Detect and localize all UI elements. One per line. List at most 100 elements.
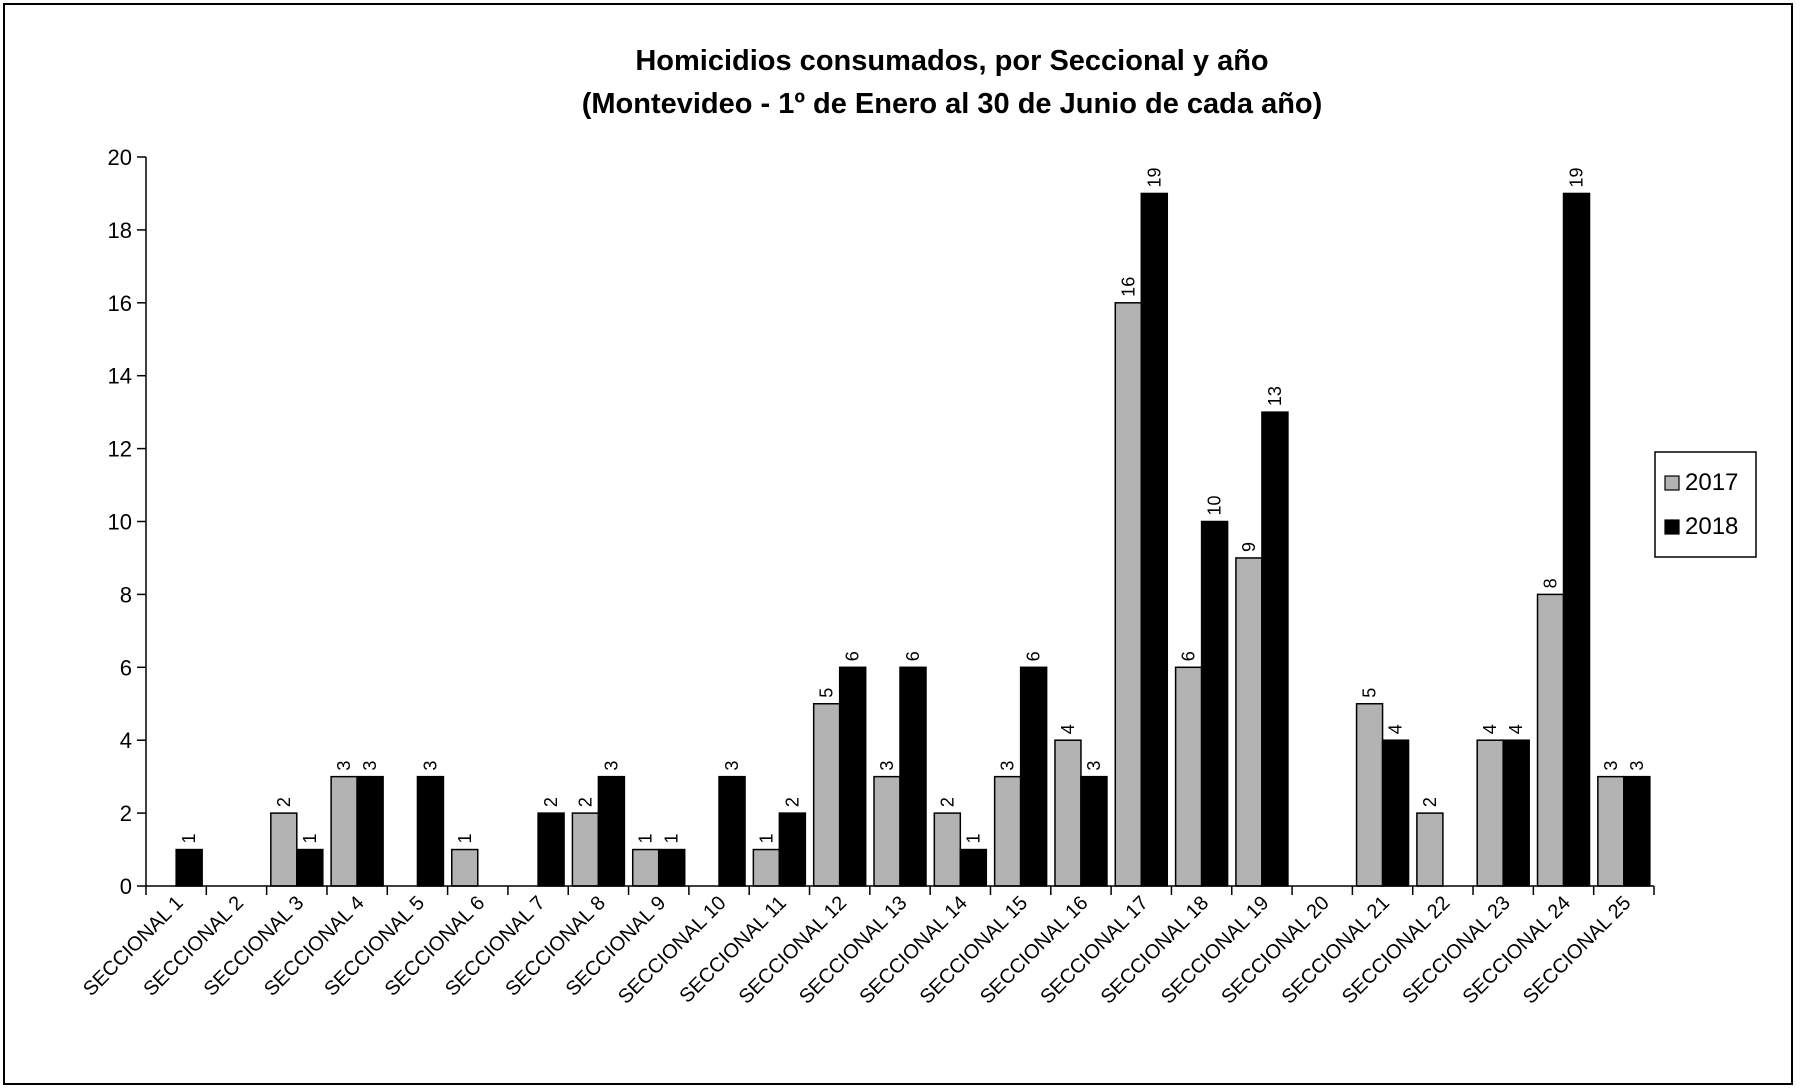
bar-2018-13 bbox=[899, 666, 927, 887]
data-label: 3 bbox=[601, 761, 621, 771]
bar-2018-14 bbox=[959, 848, 988, 887]
bars-group bbox=[175, 192, 1651, 887]
legend-label: 2018 bbox=[1685, 513, 1738, 540]
chart-title: Homicidios consumados, por Seccional y a… bbox=[635, 45, 1268, 77]
bar-2018-8 bbox=[597, 775, 626, 887]
legend: 2017 2018 bbox=[1654, 451, 1757, 558]
data-label: 2 bbox=[541, 797, 561, 807]
x-tick-label: SECCIONAL 13 bbox=[795, 892, 911, 1008]
data-label: 3 bbox=[877, 761, 897, 771]
data-label: 3 bbox=[334, 761, 354, 771]
x-tick-label: SECCIONAL 23 bbox=[1398, 892, 1514, 1008]
data-label: 2 bbox=[274, 797, 294, 807]
bar-2018-23 bbox=[1502, 739, 1530, 887]
data-label: 19 bbox=[1567, 167, 1587, 187]
bar-2018-17 bbox=[1140, 192, 1169, 887]
data-label: 6 bbox=[1179, 651, 1199, 661]
chart-frame bbox=[3, 3, 1793, 1085]
legend-box bbox=[1654, 451, 1757, 558]
x-tick-label: SECCIONAL 10 bbox=[614, 892, 730, 1008]
x-tick-label: SECCIONAL 12 bbox=[735, 892, 851, 1008]
data-label: 1 bbox=[179, 834, 199, 844]
y-tick-label: 18 bbox=[108, 218, 132, 243]
y-axis: 0 2 4 6 8 10 12 14 16 18 20 bbox=[108, 145, 147, 899]
bar-2017-18 bbox=[1174, 666, 1203, 887]
data-label: 3 bbox=[998, 761, 1018, 771]
bar-2017-23 bbox=[1476, 739, 1504, 887]
data-label: 2 bbox=[782, 797, 802, 807]
x-tick-label: SECCIONAL 18 bbox=[1097, 892, 1213, 1008]
y-tick-label: 6 bbox=[120, 655, 132, 680]
x-tick-label: SECCIONAL 24 bbox=[1459, 892, 1575, 1008]
legend-label: 2017 bbox=[1685, 469, 1738, 496]
legend-swatch-2018 bbox=[1664, 519, 1680, 535]
bar-2018-3 bbox=[296, 848, 324, 887]
data-label: 2 bbox=[937, 797, 957, 807]
y-tick-label: 2 bbox=[120, 801, 132, 826]
bar-2018-9 bbox=[657, 848, 686, 887]
y-tick-label: 4 bbox=[120, 728, 132, 753]
data-label: 3 bbox=[1627, 761, 1647, 771]
bar-2017-14 bbox=[933, 812, 962, 887]
bar-2018-12 bbox=[838, 666, 867, 887]
bar-2017-9 bbox=[631, 848, 660, 887]
data-label: 2 bbox=[575, 797, 595, 807]
data-label: 13 bbox=[1265, 386, 1285, 406]
bar-2017-19 bbox=[1235, 557, 1263, 887]
bar-2018-7 bbox=[537, 812, 565, 887]
bar-2017-3 bbox=[270, 812, 298, 887]
bar-2018-25 bbox=[1623, 775, 1651, 887]
bar-2018-11 bbox=[778, 812, 807, 887]
data-label: 1 bbox=[662, 834, 682, 844]
bar-2017-15 bbox=[993, 775, 1022, 887]
bar-2017-24 bbox=[1536, 593, 1565, 887]
data-label: 1 bbox=[455, 834, 475, 844]
data-label: 5 bbox=[1360, 688, 1380, 698]
data-label: 4 bbox=[1480, 724, 1500, 734]
x-tick-label: SECCIONAL 11 bbox=[676, 892, 791, 1007]
bar-2018-1 bbox=[175, 848, 203, 887]
bar-2017-11 bbox=[752, 848, 781, 887]
data-label: 6 bbox=[903, 651, 923, 661]
x-tick-label: SECCIONAL 21 bbox=[1278, 892, 1394, 1008]
y-tick-label: 12 bbox=[108, 437, 132, 462]
data-label: 3 bbox=[360, 761, 380, 771]
bar-2018-19 bbox=[1261, 411, 1289, 887]
bar-2017-4 bbox=[330, 775, 358, 887]
data-label: 5 bbox=[817, 688, 837, 698]
data-label: 6 bbox=[1024, 651, 1044, 661]
bar-2018-24 bbox=[1562, 192, 1591, 887]
x-tick-label: SECCIONAL 16 bbox=[976, 892, 1092, 1008]
data-label: 9 bbox=[1239, 542, 1259, 552]
data-label: 2 bbox=[1420, 797, 1440, 807]
bar-2017-25 bbox=[1597, 775, 1625, 887]
x-tick-label: SECCIONAL 20 bbox=[1217, 892, 1333, 1008]
data-label: 1 bbox=[963, 834, 983, 844]
y-tick-label: 0 bbox=[120, 874, 132, 899]
bar-2017-22 bbox=[1416, 812, 1444, 887]
bar-2017-16 bbox=[1054, 739, 1082, 887]
bar-2018-21 bbox=[1381, 739, 1410, 887]
bar-2017-12 bbox=[812, 703, 841, 887]
y-tick-label: 16 bbox=[108, 291, 132, 316]
bar-2018-15 bbox=[1019, 666, 1048, 887]
data-label: 1 bbox=[300, 834, 320, 844]
data-label: 4 bbox=[1386, 724, 1406, 734]
bar-2018-4 bbox=[356, 775, 384, 887]
bar-2017-13 bbox=[873, 775, 901, 887]
legend-swatch-2017 bbox=[1664, 475, 1680, 491]
x-tick-label: SECCIONAL 19 bbox=[1157, 892, 1273, 1008]
data-label: 4 bbox=[1506, 724, 1526, 734]
data-label: 3 bbox=[1084, 761, 1104, 771]
bar-2017-8 bbox=[571, 812, 600, 887]
data-label: 3 bbox=[420, 761, 440, 771]
x-tick-label: SECCIONAL 1 bbox=[79, 892, 188, 1001]
bar-2017-17 bbox=[1114, 302, 1143, 887]
data-label: 3 bbox=[1601, 761, 1621, 771]
y-tick-label: 10 bbox=[108, 510, 132, 535]
y-tick-label: 14 bbox=[108, 364, 132, 389]
bar-2017-6 bbox=[451, 848, 479, 887]
